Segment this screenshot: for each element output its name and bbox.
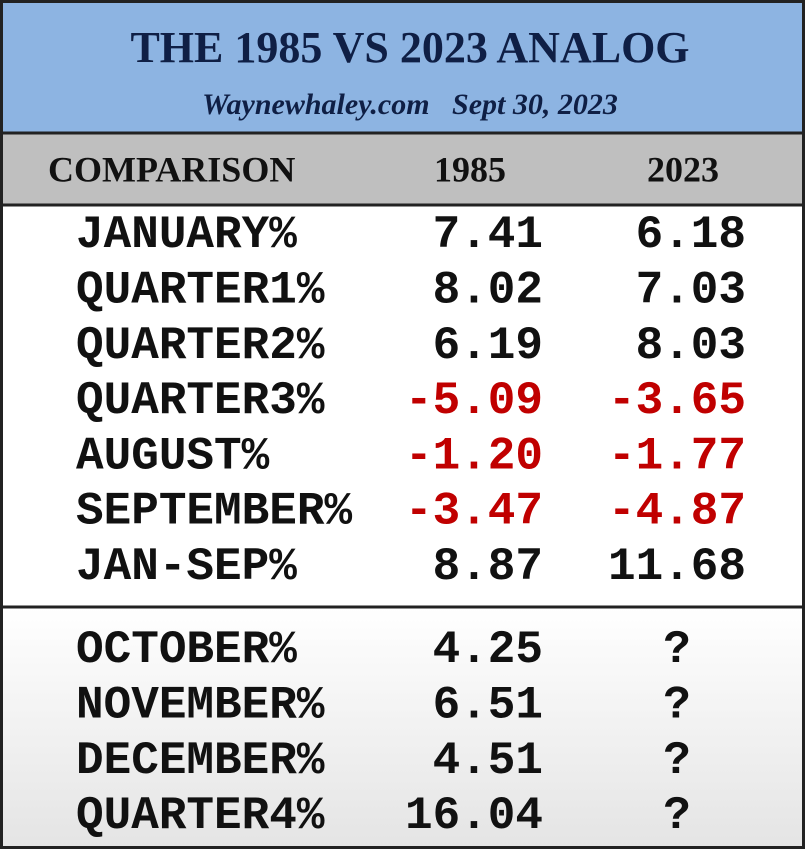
cell-value: 16.04: [405, 790, 543, 842]
row-label: AUGUST%: [76, 430, 270, 482]
cell-value: 8.03: [636, 320, 746, 372]
column-header: 2023: [647, 149, 719, 189]
cell-value: ?: [663, 790, 691, 842]
cell-value: -1.20: [405, 430, 543, 482]
cell-value: 8.87: [433, 541, 543, 593]
cell-value: -5.09: [405, 375, 543, 427]
cell-value: 6.19: [433, 320, 543, 372]
header-band: [0, 133, 805, 205]
row-label: SEPTEMBER%: [76, 486, 352, 538]
column-header: COMPARISON: [48, 149, 295, 189]
row-label: QUARTER4%: [76, 790, 325, 842]
title: THE 1985 VS 2023 ANALOG: [130, 23, 689, 72]
row-label: DECEMBER%: [76, 735, 325, 787]
cell-value: 4.51: [433, 735, 543, 787]
row-label: QUARTER3%: [76, 375, 325, 427]
title-band: [0, 0, 805, 133]
subtitle: Waynewhaley.com Sept 30, 2023: [202, 88, 618, 121]
cell-value: -4.87: [608, 486, 746, 538]
row-label: NOVEMBER%: [76, 679, 325, 731]
cell-value: 7.03: [636, 264, 746, 316]
cell-value: -3.65: [608, 375, 746, 427]
cell-value: 11.68: [608, 541, 746, 593]
rows: JANUARY% 7.41 6.18 QUARTER1% 8.02 7.03 QUARTER…: [76, 209, 746, 842]
cell-value: -1.77: [608, 430, 746, 482]
column-header: 1985: [434, 149, 506, 189]
cell-value: 4.25: [433, 624, 543, 676]
cell-value: ?: [663, 735, 691, 787]
future-band: [0, 607, 805, 849]
cell-value: ?: [663, 679, 691, 731]
cell-value: 6.18: [636, 209, 746, 261]
row-label: JANUARY%: [76, 209, 297, 261]
cell-value: 7.41: [433, 209, 543, 261]
row-label: OCTOBER%: [76, 624, 297, 676]
cell-value: 6.51: [433, 679, 543, 731]
cell-value: 8.02: [433, 264, 543, 316]
row-label: QUARTER1%: [76, 264, 325, 316]
row-label: JAN-SEP%: [76, 541, 297, 593]
row-label: QUARTER2%: [76, 320, 325, 372]
cell-value: ?: [663, 624, 691, 676]
cell-value: -3.47: [405, 486, 543, 538]
